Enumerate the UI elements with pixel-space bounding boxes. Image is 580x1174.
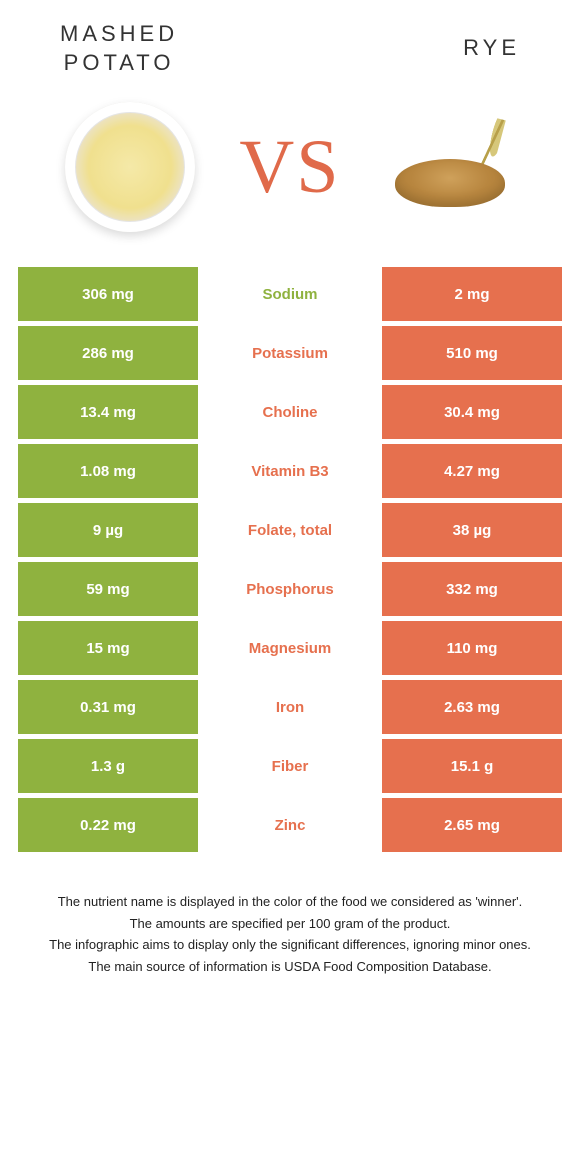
food1-title-line1: MASHED (60, 21, 178, 46)
right-value: 110 mg (382, 621, 562, 675)
right-value: 2.65 mg (382, 798, 562, 852)
right-value: 30.4 mg (382, 385, 562, 439)
left-value: 286 mg (18, 326, 198, 380)
nutrient-label: Phosphorus (198, 562, 382, 616)
food1-title-line2: POTATO (64, 50, 175, 75)
right-value: 4.27 mg (382, 444, 562, 498)
header: MASHED POTATO RYE (0, 0, 580, 87)
footer-line4: The main source of information is USDA F… (30, 957, 550, 977)
table-row: 9 µgFolate, total38 µg (18, 503, 562, 557)
table-row: 0.22 mgZinc2.65 mg (18, 798, 562, 852)
nutrient-label: Fiber (198, 739, 382, 793)
nutrient-label: Iron (198, 680, 382, 734)
right-value: 15.1 g (382, 739, 562, 793)
left-value: 59 mg (18, 562, 198, 616)
table-row: 13.4 mgCholine30.4 mg (18, 385, 562, 439)
table-row: 0.31 mgIron2.63 mg (18, 680, 562, 734)
right-value: 38 µg (382, 503, 562, 557)
footer-notes: The nutrient name is displayed in the co… (30, 892, 550, 976)
right-value: 510 mg (382, 326, 562, 380)
right-value: 2 mg (382, 267, 562, 321)
rye-icon (385, 117, 515, 217)
nutrient-label: Zinc (198, 798, 382, 852)
nutrient-table: 306 mgSodium2 mg286 mgPotassium510 mg13.… (18, 267, 562, 852)
left-value: 0.22 mg (18, 798, 198, 852)
food2-image (380, 97, 520, 237)
right-value: 2.63 mg (382, 680, 562, 734)
footer-line1: The nutrient name is displayed in the co… (30, 892, 550, 912)
food1-title: MASHED POTATO (60, 20, 178, 77)
right-value: 332 mg (382, 562, 562, 616)
vs-label: VS (239, 124, 340, 211)
left-value: 9 µg (18, 503, 198, 557)
table-row: 306 mgSodium2 mg (18, 267, 562, 321)
table-row: 59 mgPhosphorus332 mg (18, 562, 562, 616)
hero-row: VS (0, 87, 580, 257)
mashed-potato-icon (65, 102, 195, 232)
food1-image (60, 97, 200, 237)
nutrient-label: Choline (198, 385, 382, 439)
left-value: 306 mg (18, 267, 198, 321)
left-value: 13.4 mg (18, 385, 198, 439)
table-row: 15 mgMagnesium110 mg (18, 621, 562, 675)
left-value: 15 mg (18, 621, 198, 675)
nutrient-label: Sodium (198, 267, 382, 321)
nutrient-label: Vitamin B3 (198, 444, 382, 498)
table-row: 1.08 mgVitamin B34.27 mg (18, 444, 562, 498)
left-value: 1.3 g (18, 739, 198, 793)
table-row: 1.3 gFiber15.1 g (18, 739, 562, 793)
footer-line3: The infographic aims to display only the… (30, 935, 550, 955)
food2-title: RYE (463, 20, 520, 77)
table-row: 286 mgPotassium510 mg (18, 326, 562, 380)
nutrient-label: Magnesium (198, 621, 382, 675)
left-value: 1.08 mg (18, 444, 198, 498)
nutrient-label: Folate, total (198, 503, 382, 557)
footer-line2: The amounts are specified per 100 gram o… (30, 914, 550, 934)
left-value: 0.31 mg (18, 680, 198, 734)
nutrient-label: Potassium (198, 326, 382, 380)
